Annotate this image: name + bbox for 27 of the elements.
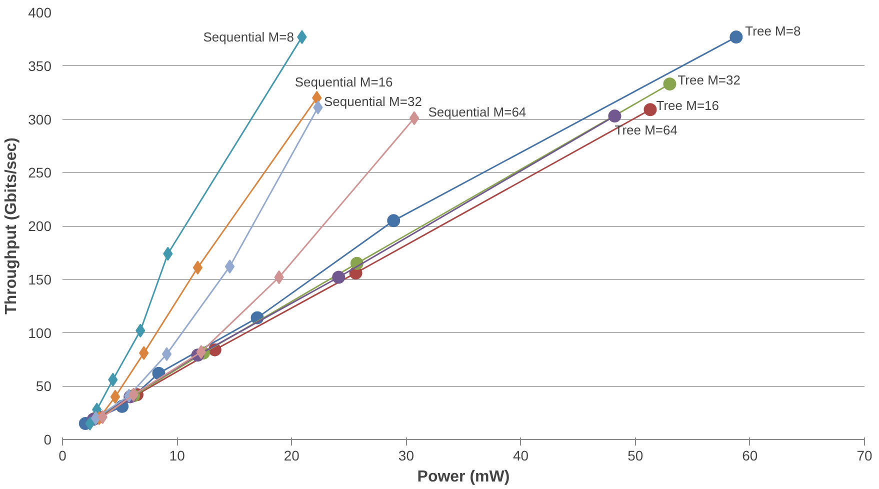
series-label: Sequential M=64 (428, 104, 526, 120)
y-tick-label: 300 (28, 111, 52, 128)
y-tick-label: 350 (28, 58, 52, 74)
x-tick-label: 60 (742, 448, 758, 464)
y-tick-label: 100 (28, 324, 52, 341)
series-label: Sequential M=16 (294, 74, 393, 90)
y-axis-title: Throughput (Gbits/sec) (3, 138, 20, 314)
series-label: Tree M=16 (656, 98, 719, 114)
x-tick-label: 70 (856, 448, 872, 464)
series-label: Sequential M=8 (203, 30, 294, 45)
series-label: Tree M=64 (614, 122, 678, 138)
y-tick-label: 250 (28, 164, 52, 181)
y-tick-label: 50 (36, 378, 52, 394)
x-tick-label: 30 (398, 448, 414, 464)
y-tick-label: 150 (28, 271, 52, 288)
x-tick-label: 20 (284, 448, 300, 464)
x-axis-title: Power (mW) (417, 468, 510, 486)
x-tick-label: 40 (513, 448, 529, 464)
series-label: Sequential M=32 (324, 94, 422, 110)
x-tick-label: 10 (169, 448, 186, 464)
x-tick-label: 50 (628, 448, 644, 464)
series-label: Tree M=32 (678, 72, 740, 88)
y-tick-label: 400 (28, 4, 52, 20)
y-tick-label: 200 (28, 218, 52, 234)
x-tick-label: 0 (58, 448, 67, 464)
y-tick-label: 0 (44, 432, 52, 448)
series-label: Tree M=8 (745, 24, 801, 39)
